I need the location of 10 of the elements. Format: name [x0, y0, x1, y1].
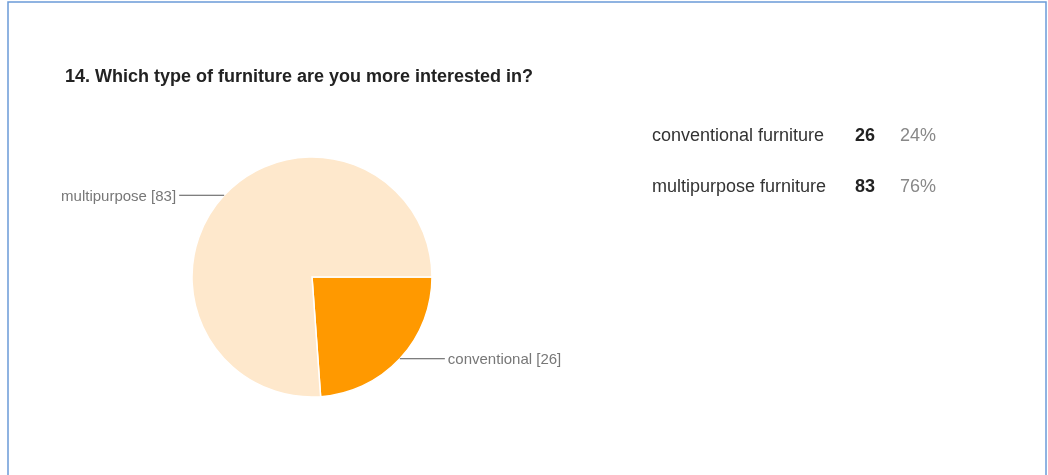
text: conventional furniture	[652, 125, 825, 146]
text: multipurpose furniture	[652, 176, 827, 197]
pie-slice	[191, 156, 433, 398]
text: 24%	[900, 125, 937, 146]
slice-label: multipurpose [83]	[61, 186, 177, 204]
text: 83	[854, 176, 875, 197]
text: 76%	[900, 176, 937, 197]
text: 26	[854, 125, 875, 146]
slice-label: conventional [26]	[447, 349, 562, 367]
chart-title: 14. Which type of furniture are you more interested in?	[65, 66, 534, 86]
